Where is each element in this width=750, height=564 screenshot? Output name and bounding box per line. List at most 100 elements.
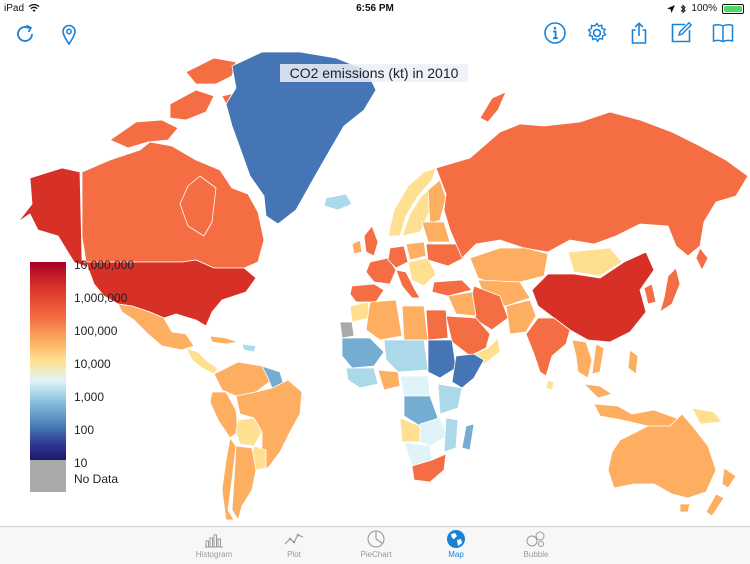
country-canada-islands[interactable] [109,57,255,149]
status-bar: iPad 6:56 PM 100% [0,0,750,18]
legend-label: 100 [74,423,95,437]
country-madagascar[interactable] [461,423,475,451]
country-myanmar-thailand[interactable] [571,339,593,379]
world-map[interactable] [0,48,750,526]
country-west-africa[interactable] [345,367,379,389]
share-icon [631,22,647,44]
country-central-america[interactable] [185,347,219,375]
location-button[interactable] [56,21,82,47]
country-mongolia[interactable] [567,247,623,277]
tab-bubble[interactable]: Bubble [506,529,566,563]
country-chile[interactable] [221,437,237,521]
country-south-africa[interactable] [411,453,447,483]
country-philippines[interactable] [627,349,639,375]
country-australia[interactable] [607,413,717,499]
country-balkans[interactable] [407,257,437,287]
tab-map[interactable]: Map [426,529,486,563]
country-uk[interactable] [363,225,379,257]
country-alaska[interactable] [17,167,95,271]
country-kazakhstan[interactable] [469,247,549,285]
country-greenland[interactable] [225,51,377,225]
battery-percent: 100% [691,3,717,14]
country-afghanistan-pakistan[interactable] [505,299,537,335]
legend-label: 10,000,000 [74,258,135,272]
country-iraq-syria[interactable] [447,291,477,317]
country-mauritania-mali[interactable] [341,337,385,369]
country-ireland[interactable] [351,239,363,255]
wifi-icon [28,4,40,12]
country-germany[interactable] [387,245,409,269]
line-plot-icon [284,533,304,545]
edit-button[interactable] [668,20,694,46]
edit-icon [671,21,693,43]
device-label: iPad [4,3,25,14]
legend-color-scale [30,262,66,460]
tab-piechart[interactable]: PieChart [346,529,406,563]
country-nigeria[interactable] [377,369,401,391]
status-time: 6:56 PM [356,3,394,14]
histogram-icon [205,534,223,548]
country-sakhalin[interactable] [695,247,709,271]
country-italy[interactable] [395,269,421,299]
country-japan[interactable] [659,267,681,313]
country-east-africa[interactable] [437,383,463,415]
country-sri-lanka[interactable] [545,379,555,391]
country-poland[interactable] [405,241,427,261]
tab-histogram[interactable]: Histogram [184,529,244,563]
country-morocco[interactable] [349,301,371,323]
legend-label: 1,000 [74,390,105,404]
info-icon [544,22,566,44]
country-mozambique[interactable] [443,417,459,453]
country-libya[interactable] [401,305,429,341]
book-icon [712,24,734,43]
country-novaya-zemlya[interactable] [479,91,507,123]
tab-plot[interactable]: Plot [264,529,324,563]
country-sudan[interactable] [427,339,457,379]
country-ukraine[interactable] [425,243,465,267]
refresh-button[interactable] [12,21,38,47]
country-ethiopia-somalia[interactable] [451,353,485,389]
country-vietnam[interactable] [591,343,605,375]
country-central-africa[interactable] [399,375,431,397]
country-malaysia[interactable] [583,383,613,399]
toolbar-right [542,20,736,46]
country-canada[interactable] [81,141,265,269]
country-papua-new-guinea[interactable] [691,407,723,425]
country-western-sahara[interactable] [339,321,355,339]
bubbles-icon [526,531,545,547]
country-mexico[interactable] [117,303,195,351]
settings-button[interactable] [584,20,610,46]
country-peru-ecuador[interactable] [209,391,239,439]
map-title: CO2 emissions (kt) in 2010 [280,64,468,82]
country-turkey[interactable] [431,279,473,297]
country-caribbean[interactable] [241,343,257,353]
country-zambia-zimbabwe[interactable] [419,417,449,447]
location-pin-icon [62,24,76,46]
share-button[interactable] [626,20,652,46]
tab-bar: Histogram Plot PieChart Map Bubble [0,526,750,564]
country-cuba[interactable] [209,335,239,345]
country-spain-portugal[interactable] [349,283,385,303]
country-iceland[interactable] [323,193,353,211]
country-russia[interactable] [435,111,749,259]
info-button[interactable] [542,20,568,46]
country-argentina[interactable] [231,445,257,521]
country-niger-chad[interactable] [383,339,429,373]
country-brazil[interactable] [235,379,303,469]
pie-chart-icon [367,530,385,548]
country-egypt[interactable] [425,309,449,341]
country-tasmania[interactable] [679,503,691,513]
country-finland[interactable] [427,179,447,225]
book-button[interactable] [710,20,736,46]
tab-label: Plot [287,550,301,559]
country-indonesia[interactable] [593,403,691,429]
country-belarus-baltics[interactable] [421,221,451,243]
tab-label: Bubble [523,550,549,559]
country-korea[interactable] [643,283,657,305]
country-norway[interactable] [387,167,437,237]
country-venezuela-colombia[interactable] [213,361,273,397]
country-india[interactable] [525,317,571,377]
country-algeria[interactable] [365,299,403,341]
country-new-zealand[interactable] [705,467,737,517]
tab-label: Histogram [195,550,233,559]
